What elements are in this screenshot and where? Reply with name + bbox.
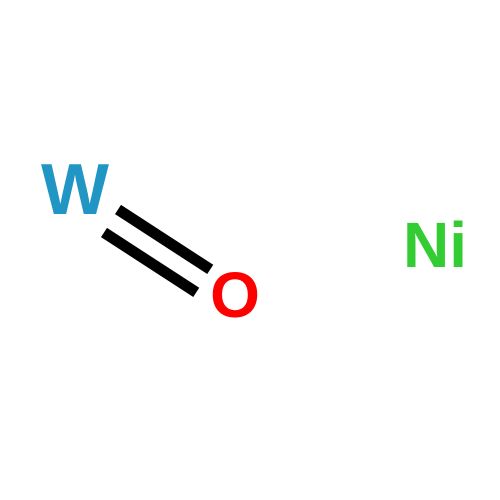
atom-w: W bbox=[41, 154, 109, 226]
atom-o: O bbox=[210, 263, 260, 327]
bond-w-o-line1 bbox=[115, 205, 213, 274]
atom-ni: Ni bbox=[403, 213, 467, 277]
bond-w-o-line2 bbox=[101, 228, 199, 297]
